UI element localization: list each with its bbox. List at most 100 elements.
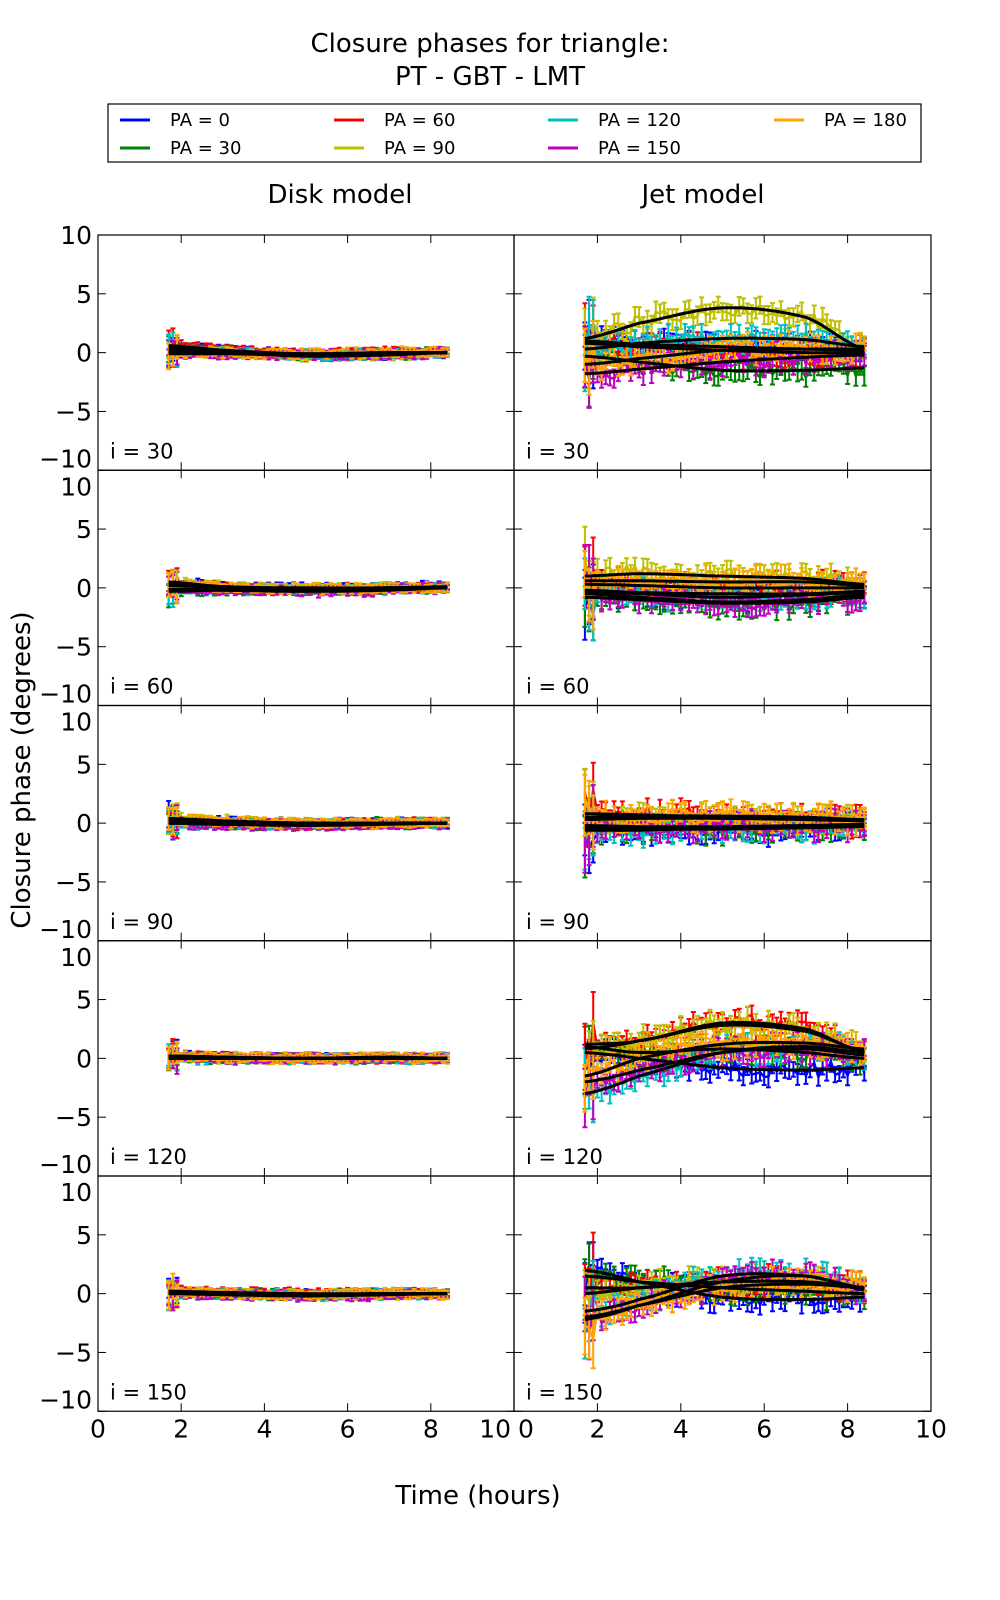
y-tick-label: 10: [60, 221, 92, 250]
y-tick-label: 10: [60, 708, 92, 737]
panel-jet-row-4: i = 120: [513, 940, 932, 1177]
x-tick-label: 0: [90, 1414, 106, 1443]
model-fit-pa150: [584, 353, 865, 376]
y-tick-label: 0: [76, 339, 92, 368]
y-tick-label: 5: [76, 986, 92, 1015]
panel-inclination-label: i = 60: [526, 675, 590, 699]
y-tick-label: −10: [39, 680, 92, 709]
legend-box: [107, 103, 922, 163]
model-fit-pa90: [584, 306, 865, 351]
panel-jet-row-5: i = 150 0 2 4 6 8 10: [513, 1175, 947, 1443]
model-fit-pa180: [584, 347, 865, 366]
panel-jet-row-3: i = 90: [513, 704, 932, 942]
panel-inclination-label: i = 30: [110, 439, 174, 463]
y-axis-label: Closure phase (degrees): [7, 611, 37, 928]
y-tick-label: 5: [76, 515, 92, 544]
series-pa90: [583, 301, 866, 359]
x-tick-label: 6: [340, 1414, 356, 1443]
column-title-disk: Disk model: [267, 180, 412, 210]
y-tick-label: −5: [55, 1103, 92, 1132]
panel-inclination-label: i = 120: [110, 1145, 187, 1169]
panel-inclination-label: i = 90: [110, 910, 174, 934]
x-tick-label: 4: [673, 1414, 689, 1443]
y-tick-label: −10: [39, 1150, 92, 1179]
model-fit-pa180: [584, 1040, 865, 1078]
panel-disk-row-2: i = 60 −10 −5 0 5 10: [39, 469, 515, 709]
y-tick-label: 0: [76, 1280, 92, 1309]
panel-disk-row-4: i = 120 −10 −5 0 5 10: [39, 940, 515, 1179]
y-tick-label: −5: [55, 868, 92, 897]
y-tick-label: 0: [76, 1044, 92, 1073]
legend-label: PA = 60: [384, 110, 455, 131]
model-fit-pa180: [168, 818, 448, 825]
x-tick-label: 4: [256, 1414, 272, 1443]
x-tick-label: 8: [840, 1414, 856, 1443]
x-tick-label: 10: [915, 1414, 947, 1443]
x-tick-label: 0: [518, 1414, 534, 1443]
legend-label: PA = 150: [598, 138, 681, 159]
panel-inclination-label: i = 150: [526, 1380, 603, 1404]
panel-disk-row-3: i = 90 −10 −5 0 5 10: [39, 704, 515, 944]
y-tick-label: −10: [39, 1385, 92, 1414]
legend-label: PA = 0: [170, 110, 230, 131]
x-tick-label: 6: [756, 1414, 772, 1443]
model-fit-pa180: [168, 1054, 448, 1060]
model-fit-pa150: [168, 586, 448, 593]
panel-inclination-label: i = 60: [110, 675, 174, 699]
model-fit-pa180: [584, 579, 865, 587]
panel-inclination-label: i = 30: [526, 439, 590, 463]
model-fit-pa90: [584, 572, 865, 586]
model-fit-pa180: [168, 584, 448, 591]
model-fit-pa120: [584, 336, 865, 351]
y-tick-label: 10: [60, 943, 92, 972]
model-fit-pa150: [584, 822, 865, 829]
model-fit-pa90: [584, 816, 865, 823]
model-fit-pa90: [584, 1023, 865, 1053]
chart-title-line1: Closure phases for triangle:: [311, 29, 670, 59]
x-axis-label: Time (hours): [394, 1481, 560, 1511]
x-tick-label: 8: [423, 1414, 439, 1443]
chart-title-line2: PT - GBT - LMT: [395, 62, 585, 92]
legend-label: PA = 30: [170, 138, 241, 159]
model-fit-pa60: [584, 582, 865, 590]
model-fit-pa180: [168, 1289, 448, 1297]
model-fit-pa180: [168, 351, 448, 356]
x-tick-label: 10: [479, 1414, 511, 1443]
legend-label: PA = 120: [598, 110, 681, 131]
panel-inclination-label: i = 150: [110, 1380, 187, 1404]
y-tick-label: −10: [39, 444, 92, 473]
y-tick-label: −5: [55, 397, 92, 426]
panel-jet-row-2: i = 60: [513, 469, 932, 707]
y-tick-label: 5: [76, 750, 92, 779]
legend-label: PA = 180: [824, 110, 907, 131]
x-tick-label: 2: [173, 1414, 189, 1443]
y-tick-label: 5: [76, 1221, 92, 1250]
legend-label: PA = 90: [384, 138, 455, 159]
x-tick-label: 2: [589, 1414, 605, 1443]
y-tick-label: 5: [76, 280, 92, 309]
y-tick-label: 0: [76, 809, 92, 838]
column-title-jet: Jet model: [639, 180, 764, 210]
y-tick-label: −10: [39, 915, 92, 944]
y-tick-label: 10: [60, 1178, 92, 1207]
model-fit-pa150: [584, 1047, 865, 1084]
legend: PA = 0 PA = 30 PA = 60 PA = 90 PA = 120 PA = …: [107, 103, 922, 163]
model-fit-pa180: [584, 814, 865, 822]
y-tick-label: −5: [55, 1338, 92, 1367]
panel-disk-row-1: i = 30 −10 −5 0 5 10: [39, 221, 515, 473]
model-fit-pa120: [584, 589, 865, 599]
panel-inclination-label: i = 120: [526, 1145, 603, 1169]
model-fit-pa0: [584, 1051, 865, 1072]
y-tick-label: 10: [60, 472, 92, 501]
y-tick-label: −5: [55, 633, 92, 662]
series-pa150: [583, 570, 866, 610]
y-tick-label: 0: [76, 574, 92, 603]
model-fit-pa150: [584, 592, 865, 604]
panel-disk-row-5: i = 150 −10 −5 0 5 10 0 2 4 6 8 10: [39, 1175, 515, 1443]
model-fit-pa30: [584, 1045, 865, 1060]
panel-jet-row-1: i = 30: [513, 234, 932, 471]
model-fit-pa180: [584, 1282, 865, 1319]
panel-inclination-label: i = 90: [526, 910, 590, 934]
